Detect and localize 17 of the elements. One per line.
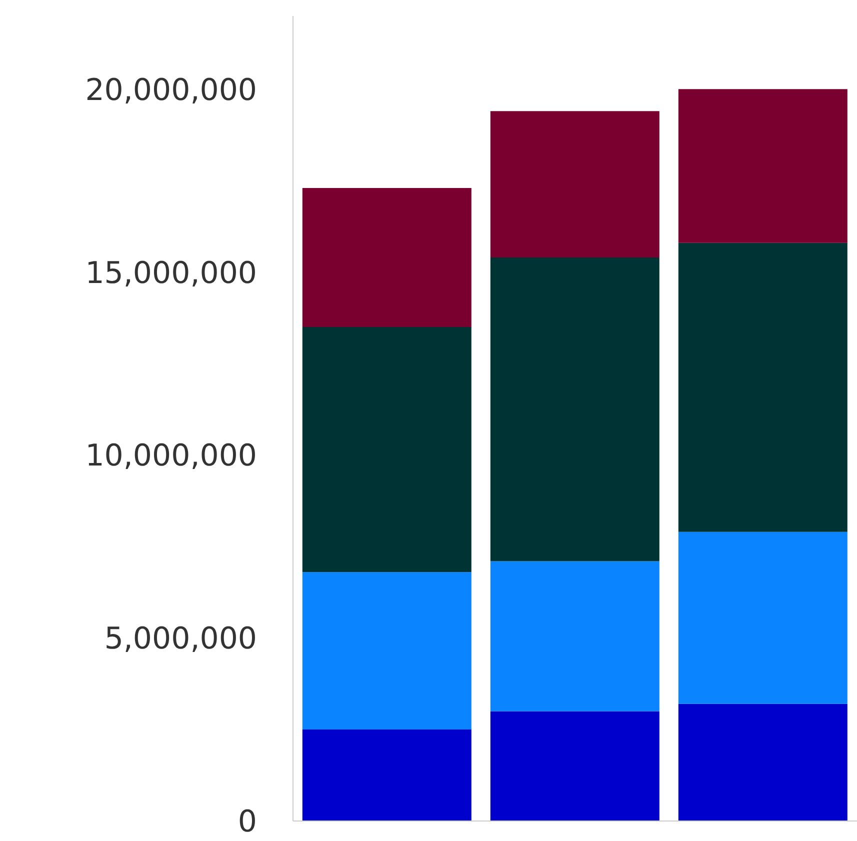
y-tick-label: 20,000,000 (85, 72, 257, 108)
bar (678, 704, 848, 821)
bar (678, 242, 848, 532)
y-tick-label: 0 (238, 804, 257, 840)
bar (302, 572, 472, 730)
bar (490, 258, 660, 562)
bar (678, 89, 848, 243)
bar (302, 188, 472, 328)
bar (490, 561, 660, 712)
bar (490, 111, 660, 258)
y-tick-label: 5,000,000 (104, 622, 257, 657)
bar (302, 730, 472, 821)
bar (678, 532, 848, 704)
y-tick-label: 15,000,000 (85, 256, 257, 291)
bar (302, 327, 472, 572)
bar (490, 711, 660, 821)
y-tick-label: 10,000,000 (85, 438, 257, 474)
